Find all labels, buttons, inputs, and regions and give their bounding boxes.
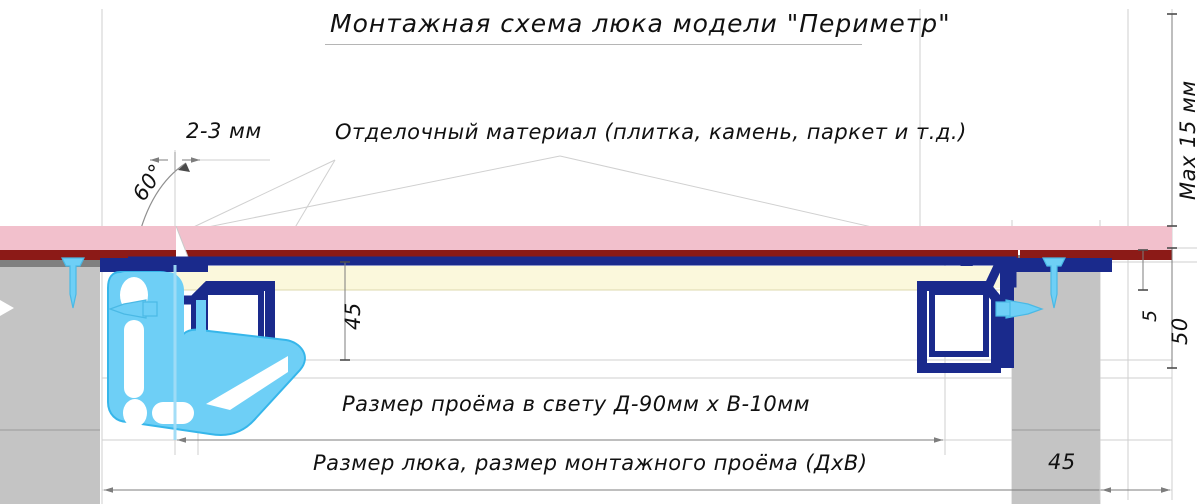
clear-opening-label: Размер проёма в свету Д-90мм х В-10мм [342,392,810,416]
dimension-lines [104,13,1177,500]
leader-lines [182,155,921,239]
max-15mm-label: Max 15 мм [1176,80,1197,200]
gap-2-3mm-label: 2-3 мм [186,119,262,143]
hatch-size-label: Размер люка, размер монтажного проёма (Д… [313,451,868,475]
dim-45-right-label: 45 [1048,450,1076,474]
screw-fasteners [61,257,1066,319]
title-underline [325,44,862,45]
dim-5-label: 5 [1139,309,1161,322]
dim-45-mid-label: 45 [341,302,365,330]
hatch-lid-panel [128,256,1017,305]
hinge-mechanism [107,265,306,440]
finish-layers [0,225,1172,263]
finish-material-label: Отделочный материал (плитка, камень, пар… [335,120,967,144]
dim-50-label: 50 [1168,317,1192,345]
page-title: Монтажная схема люка модели "Периметр" [330,9,951,38]
